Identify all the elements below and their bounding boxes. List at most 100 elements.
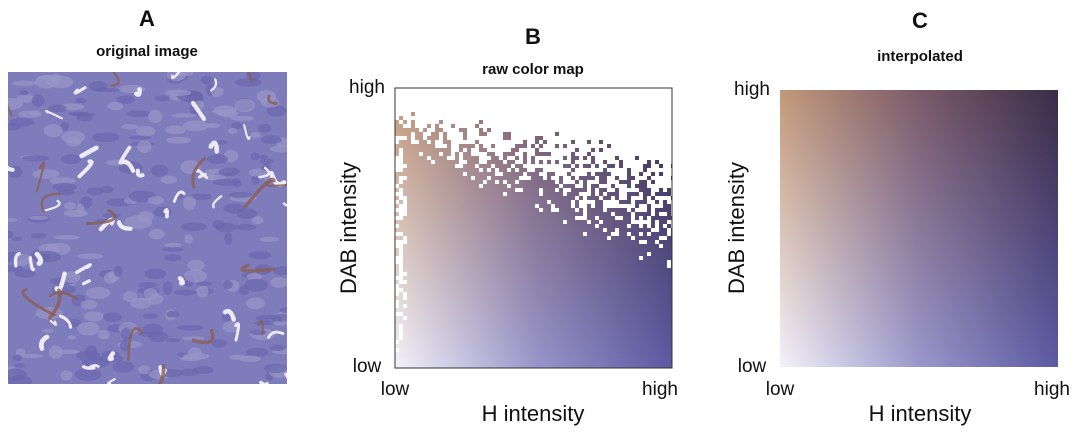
empty-bin (475, 132, 479, 136)
empty-bin (603, 200, 607, 204)
empty-bin (643, 104, 647, 108)
empty-bin (567, 92, 571, 96)
cell-cluster (258, 123, 272, 133)
empty-bin (531, 104, 535, 108)
lumen (107, 351, 116, 362)
empty-bin (571, 128, 575, 132)
empty-bin (671, 204, 675, 208)
cell-cluster (160, 175, 178, 185)
empty-bin (551, 132, 555, 136)
empty-bin (447, 120, 451, 124)
empty-bin (519, 92, 523, 96)
empty-bin (459, 136, 463, 140)
empty-bin (647, 124, 651, 128)
empty-bin (399, 276, 403, 280)
empty-bin (663, 172, 667, 176)
empty-bin (475, 92, 479, 96)
empty-bin (559, 132, 563, 136)
empty-bin (503, 104, 507, 108)
empty-bin (559, 128, 563, 132)
empty-bin (571, 144, 575, 148)
empty-bin (607, 112, 611, 116)
empty-bin (671, 100, 675, 104)
empty-bin (639, 256, 643, 260)
cell-cluster (56, 349, 81, 354)
empty-bin (551, 108, 555, 112)
empty-bin (423, 116, 427, 120)
empty-bin (579, 144, 583, 148)
lumen (208, 140, 220, 154)
empty-bin (435, 144, 439, 148)
empty-bin (643, 116, 647, 120)
empty-bin (443, 112, 447, 116)
lumen (28, 256, 36, 272)
empty-bin (539, 140, 543, 144)
empty-bin (531, 108, 535, 112)
lumen (259, 380, 269, 384)
empty-bin (403, 292, 407, 296)
empty-bin (511, 104, 515, 108)
empty-bin (595, 120, 599, 124)
empty-bin (651, 108, 655, 112)
cell-cluster (150, 164, 169, 177)
empty-bin (471, 148, 475, 152)
empty-bin (535, 144, 539, 148)
empty-bin (595, 156, 599, 160)
empty-bin (427, 108, 431, 112)
empty-bin (435, 88, 439, 92)
empty-bin (555, 208, 559, 212)
x-axis-label: H intensity (482, 401, 585, 426)
empty-bin (611, 188, 615, 192)
cell-cluster (80, 299, 98, 310)
cell-cluster (128, 135, 152, 140)
empty-bin (571, 148, 575, 152)
empty-bin (667, 164, 671, 168)
empty-bin (667, 96, 671, 100)
empty-bin (403, 200, 407, 204)
empty-bin (395, 168, 399, 172)
panel-title: original image (96, 43, 198, 60)
empty-bin (515, 140, 519, 144)
empty-bin (551, 176, 555, 180)
empty-bin (519, 116, 523, 120)
cell-cluster (189, 193, 212, 200)
empty-bin (455, 120, 459, 124)
lumen (197, 172, 207, 179)
cell-cluster (28, 215, 49, 220)
empty-bin (643, 176, 647, 180)
empty-bin (659, 108, 663, 112)
empty-bin (455, 148, 459, 152)
empty-bin (619, 156, 623, 160)
empty-bin (623, 108, 627, 112)
empty-bin (579, 108, 583, 112)
empty-bin (559, 152, 563, 156)
empty-bin (395, 292, 399, 296)
cell-cluster (239, 355, 261, 363)
empty-bin (491, 116, 495, 120)
empty-bin (559, 96, 563, 100)
empty-bin (611, 136, 615, 140)
empty-bin (471, 128, 475, 132)
empty-bin (615, 88, 619, 92)
empty-bin (619, 96, 623, 100)
empty-bin (579, 204, 583, 208)
cell-cluster (57, 189, 76, 196)
empty-bin (415, 112, 419, 116)
empty-bin (571, 124, 575, 128)
cell-cluster (166, 310, 180, 318)
empty-bin (635, 112, 639, 116)
empty-bin (527, 128, 531, 132)
empty-bin (611, 104, 615, 108)
empty-bin (607, 128, 611, 132)
empty-bin (639, 144, 643, 148)
empty-bin (571, 112, 575, 116)
cell-cluster (206, 123, 221, 129)
empty-bin (539, 192, 543, 196)
empty-bin (639, 196, 643, 200)
empty-bin (603, 164, 607, 168)
empty-bins (395, 88, 675, 352)
empty-bin (579, 172, 583, 176)
empty-bin (663, 112, 667, 116)
empty-bin (499, 92, 503, 96)
empty-bin (399, 232, 403, 236)
